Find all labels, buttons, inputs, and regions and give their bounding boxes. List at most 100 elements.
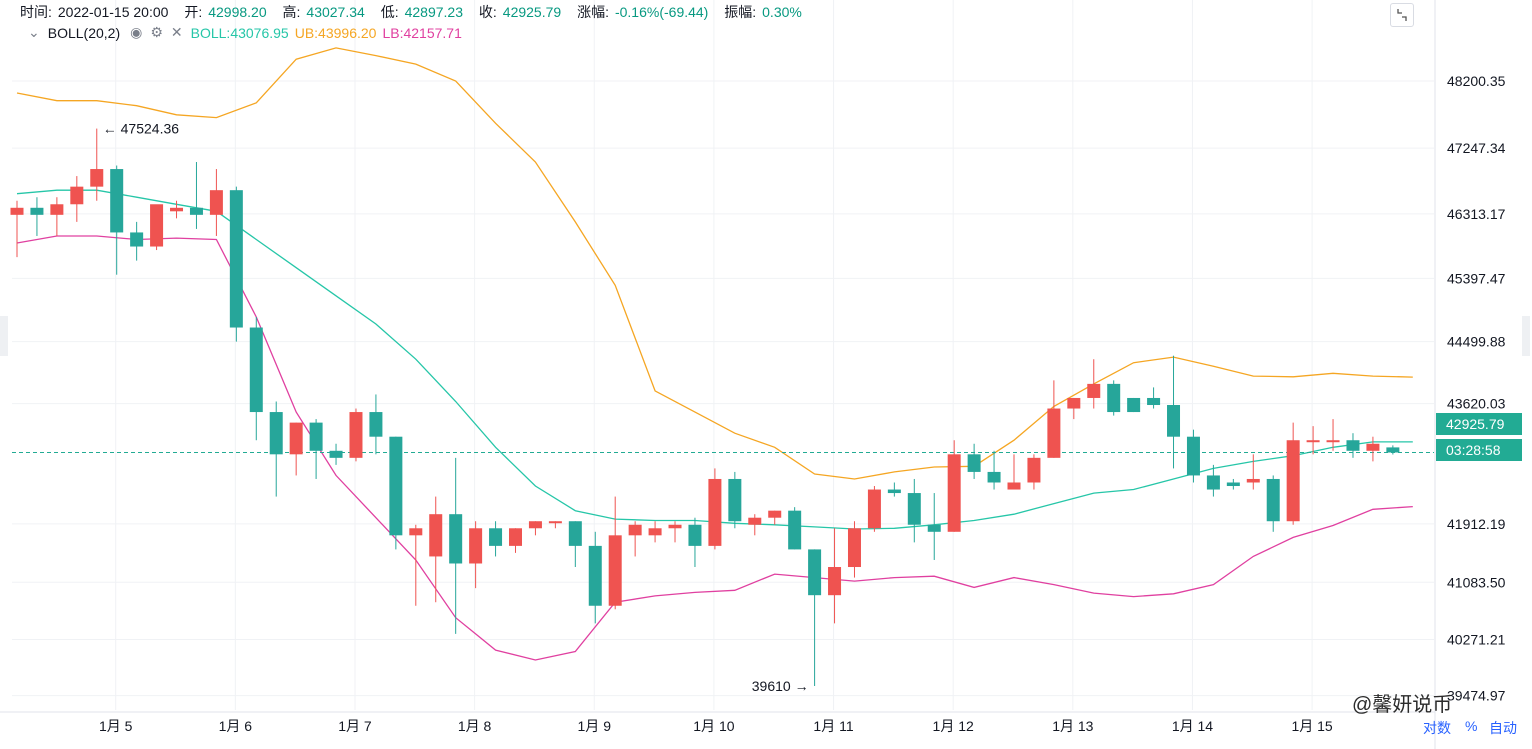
candle-body — [189, 207, 203, 215]
change-label: 涨幅: — [577, 4, 609, 20]
y-tick-label: 47247.34 — [1447, 140, 1506, 156]
candle-body — [887, 489, 901, 494]
y-tick-label: 48200.35 — [1447, 73, 1506, 89]
time-value: 2022-01-15 20:00 — [57, 4, 169, 20]
candle-body — [429, 514, 443, 557]
candle-body — [648, 528, 662, 536]
x-tick-label: 1月 6 — [219, 718, 253, 734]
candle-body — [947, 454, 961, 532]
candle-body — [768, 510, 782, 518]
indicator-name: BOLL(20,2) — [47, 24, 121, 41]
candle-body — [1007, 482, 1021, 490]
candle-body — [1306, 440, 1320, 443]
high-value: 43027.34 — [306, 4, 365, 20]
x-tick-label: 1月 13 — [1052, 718, 1093, 734]
y-tick-label: 43620.03 — [1447, 396, 1506, 412]
candle-body — [608, 535, 622, 606]
candle-body — [1266, 478, 1280, 522]
candle-body — [867, 489, 881, 529]
y-tick-label: 44499.88 — [1447, 334, 1506, 350]
candle-body — [389, 436, 403, 536]
high-label: 高: — [282, 4, 301, 20]
candle-body — [329, 450, 343, 458]
candle-body — [130, 232, 144, 247]
candle-body — [808, 549, 822, 596]
candle-body — [1167, 405, 1181, 437]
chevron-down-icon[interactable]: ⌄ — [28, 24, 40, 40]
x-tick-label: 1月 12 — [933, 718, 974, 734]
x-tick-label: 1月 8 — [458, 718, 492, 734]
fullscreen-button[interactable] — [1390, 3, 1414, 27]
x-tick-label: 1月 7 — [338, 718, 372, 734]
candle-body — [1027, 457, 1041, 483]
candle-body — [170, 207, 184, 212]
indicator-legend: ⌄ BOLL(20,2) ◉ ⚙ ✕ BOLL:43076.95 UB:4399… — [28, 24, 462, 41]
boll-ub-value: UB:43996.20 — [294, 24, 377, 41]
candle-body — [509, 528, 522, 546]
open-label: 开: — [184, 4, 203, 20]
candle-body — [269, 412, 283, 455]
low-label: 低: — [380, 4, 399, 20]
candle-body — [1346, 440, 1360, 451]
time-label: 时间: — [20, 4, 52, 20]
close-value: 42925.79 — [502, 4, 562, 20]
candle-body — [987, 471, 1001, 483]
gear-icon[interactable]: ⚙ — [150, 24, 163, 40]
candle-body — [449, 514, 463, 564]
candle-body — [1206, 475, 1220, 490]
right-scroll-handle[interactable] — [1522, 316, 1530, 356]
candle-body — [150, 204, 164, 247]
candle-body — [309, 422, 323, 451]
countdown-badge: 03:28:58 — [1436, 439, 1522, 461]
candle-body — [50, 204, 64, 215]
candle-body — [927, 524, 941, 532]
candle-body — [847, 528, 861, 568]
candle-body — [289, 422, 303, 455]
candle-body — [1127, 397, 1141, 413]
low-value: 42897.23 — [404, 4, 463, 20]
log-scale-toggle[interactable]: 对数 — [1423, 720, 1451, 736]
candle-body — [249, 327, 263, 413]
x-tick-label: 1月 5 — [99, 718, 133, 734]
y-tick-label: 45397.47 — [1447, 270, 1506, 286]
candle-body — [70, 186, 84, 205]
candle-body — [568, 521, 582, 546]
candle-body — [828, 567, 842, 596]
candle-body — [209, 190, 223, 215]
eye-icon[interactable]: ◉ — [130, 24, 143, 40]
candle-body — [548, 521, 562, 524]
x-tick-label: 1月 14 — [1172, 718, 1213, 734]
candle-body — [110, 169, 124, 233]
percent-scale-toggle[interactable]: % — [1465, 718, 1478, 734]
grid — [12, 0, 1434, 710]
candle-body — [1147, 397, 1161, 406]
y-tick-label: 46313.17 — [1447, 206, 1506, 222]
candle-body — [229, 190, 243, 328]
candle-body — [728, 478, 742, 522]
candle-body — [967, 454, 981, 472]
y-tick-label: 41083.50 — [1447, 574, 1506, 590]
fullscreen-icon — [1397, 9, 1407, 21]
y-tick-label: 40271.21 — [1447, 631, 1506, 647]
close-icon[interactable]: ✕ — [170, 24, 183, 40]
boll-lower-band — [16, 235, 1413, 661]
candle-body — [1067, 397, 1081, 409]
watermark: @馨妍说币 — [1352, 694, 1453, 716]
candle-body — [10, 207, 24, 215]
candles — [10, 128, 1400, 687]
candle-body — [1186, 436, 1200, 476]
candle-body — [1107, 383, 1121, 413]
price-annotation: 39610 → — [752, 678, 809, 694]
boll-upper-band — [16, 47, 1413, 480]
candle-body — [907, 493, 921, 525]
candle-body — [409, 528, 423, 536]
candle-body — [489, 528, 503, 546]
x-tick-label: 1月 15 — [1291, 718, 1332, 734]
left-scroll-handle[interactable] — [0, 316, 8, 356]
auto-scale-toggle[interactable]: 自动 — [1489, 720, 1517, 736]
boll-lb-value: LB:42157.71 — [382, 24, 462, 41]
change-value: -0.16%(-69.44) — [614, 4, 709, 20]
